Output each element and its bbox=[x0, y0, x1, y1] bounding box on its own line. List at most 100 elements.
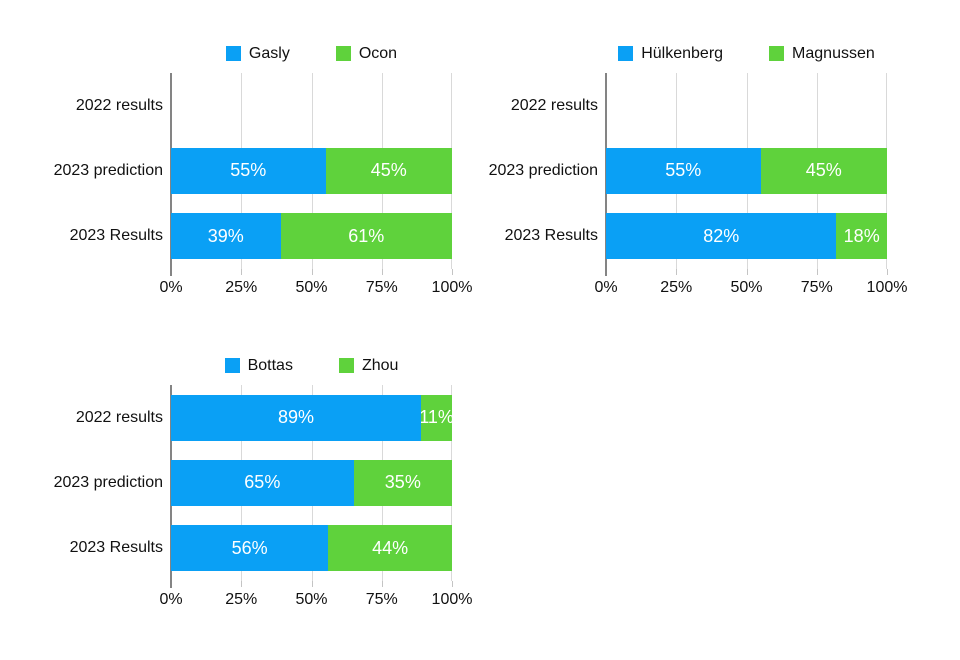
value-label: 82% bbox=[703, 225, 740, 246]
value-label: 45% bbox=[805, 160, 842, 181]
bar-segment-blue: 56% bbox=[171, 525, 329, 572]
category-label: 2023 Results bbox=[69, 227, 163, 245]
x-axis-labels: 0% 25% 50% 75% 100% bbox=[159, 591, 472, 609]
bar-segment-green: 35% bbox=[353, 459, 452, 506]
chart-gasly-ocon: Gasly Ocon 2022 results 2023 prediction … bbox=[43, 40, 473, 297]
legend-item: Magnussen bbox=[769, 46, 875, 62]
legend-item: Bottas bbox=[224, 357, 293, 374]
x-tick-label: 75% bbox=[800, 279, 833, 296]
bar-segment-green: 61% bbox=[280, 213, 452, 260]
x-tick-label: 75% bbox=[365, 279, 398, 296]
value-label: 18% bbox=[843, 225, 880, 246]
axis-tick bbox=[311, 269, 313, 275]
bar-row bbox=[171, 73, 452, 138]
chart-legend: Hülkenberg Magnussen bbox=[606, 45, 887, 62]
axis-tick bbox=[676, 269, 678, 275]
bar-segment-blue: 89% bbox=[171, 394, 422, 441]
chart-bottas-zhou: Bottas Zhou 2022 results 2023 prediction… bbox=[43, 352, 473, 609]
value-label: 55% bbox=[230, 160, 267, 181]
axis-tick bbox=[311, 581, 313, 587]
category-axis: 2022 results 2023 prediction 2023 Result… bbox=[43, 73, 163, 269]
category-label: 2023 Results bbox=[504, 227, 598, 245]
legend-swatch-green bbox=[338, 358, 354, 373]
axis-tick bbox=[170, 269, 172, 276]
axis-tick bbox=[816, 269, 818, 275]
axis-tick bbox=[381, 581, 383, 587]
legend-item: Hülkenberg bbox=[618, 45, 724, 62]
value-label: 44% bbox=[372, 537, 409, 558]
bar-segment-green: 44% bbox=[328, 525, 452, 572]
x-axis-labels: 0% 25% 50% 75% 100% bbox=[159, 279, 472, 297]
axis-tick bbox=[241, 581, 243, 587]
bar-row: 39% 61% bbox=[171, 204, 452, 269]
axis-tick bbox=[241, 269, 243, 275]
bar-row: 65% 35% bbox=[171, 450, 452, 515]
legend-swatch-green bbox=[769, 46, 785, 61]
category-label: 2022 results bbox=[75, 96, 163, 114]
x-tick-label: 100% bbox=[866, 279, 908, 296]
bar-row bbox=[606, 73, 887, 138]
axis-tick bbox=[605, 269, 607, 276]
bar-segment-blue: 55% bbox=[606, 147, 761, 194]
x-axis-labels: 0% 25% 50% 75% 100% bbox=[594, 279, 907, 297]
legend-swatch-blue bbox=[225, 46, 241, 61]
x-tick-label: 100% bbox=[431, 279, 473, 296]
x-tick-label: 75% bbox=[365, 591, 398, 608]
bar-segment-green: 18% bbox=[836, 213, 887, 260]
plot-area: 55% 45% 82% 18% 0% 25% 50% 75% 100% bbox=[594, 73, 907, 296]
category-label: 2023 prediction bbox=[53, 161, 163, 179]
x-tick-label: 25% bbox=[225, 591, 258, 608]
bar-segment-blue: 82% bbox=[606, 213, 837, 260]
category-label: 2023 Results bbox=[69, 539, 163, 557]
category-label: 2023 prediction bbox=[488, 161, 598, 179]
legend-item: Zhou bbox=[338, 357, 399, 374]
bar-segment-green: 11% bbox=[421, 394, 452, 441]
axis-tick bbox=[452, 581, 453, 587]
category-axis: 2022 results 2023 prediction 2023 Result… bbox=[43, 385, 163, 581]
legend-item: Ocon bbox=[335, 46, 397, 62]
legend-swatch-blue bbox=[618, 46, 634, 61]
x-tick-label: 50% bbox=[730, 279, 763, 296]
legend-swatch-blue bbox=[224, 358, 240, 373]
bar-row: 56% 44% bbox=[171, 516, 452, 581]
axis-tick bbox=[170, 581, 172, 588]
x-tick-label: 0% bbox=[594, 279, 618, 296]
chart-hulkenberg-magnussen: Hülkenberg Magnussen 2022 results 2023 p… bbox=[478, 40, 908, 297]
x-tick-label: 0% bbox=[159, 279, 183, 296]
value-label: 35% bbox=[384, 472, 421, 493]
bar-segment-green: 45% bbox=[325, 147, 452, 194]
legend-label: Hülkenberg bbox=[641, 45, 724, 62]
category-axis: 2022 results 2023 prediction 2023 Result… bbox=[478, 73, 598, 269]
bar-segment-blue: 65% bbox=[171, 459, 354, 506]
bar-row: 82% 18% bbox=[606, 204, 887, 269]
x-tick-label: 25% bbox=[660, 279, 693, 296]
bar-segment-green: 45% bbox=[760, 147, 887, 194]
value-label: 65% bbox=[244, 472, 281, 493]
x-tick-label: 25% bbox=[225, 279, 258, 296]
legend-label: Zhou bbox=[361, 357, 399, 374]
legend-label: Gasly bbox=[248, 45, 290, 62]
value-label: 45% bbox=[370, 160, 407, 181]
value-label: 56% bbox=[231, 537, 268, 558]
chart-legend: Gasly Ocon bbox=[171, 45, 452, 62]
legend-swatch-green bbox=[335, 46, 351, 61]
axis-tick bbox=[887, 269, 888, 275]
legend-label: Bottas bbox=[247, 357, 293, 374]
bar-row: 89% 11% bbox=[171, 385, 452, 450]
category-label: 2023 prediction bbox=[53, 473, 163, 491]
value-label: 11% bbox=[421, 407, 452, 428]
bar-row: 55% 45% bbox=[606, 138, 887, 203]
axis-tick bbox=[746, 269, 748, 275]
axis-tick bbox=[452, 269, 453, 275]
legend-item: Gasly bbox=[225, 45, 290, 62]
value-label: 89% bbox=[278, 407, 315, 428]
bar-segment-blue: 39% bbox=[171, 213, 281, 260]
bar-segment-blue: 55% bbox=[171, 147, 326, 194]
x-tick-label: 50% bbox=[295, 279, 328, 296]
value-label: 39% bbox=[207, 225, 244, 246]
x-tick-label: 50% bbox=[295, 591, 328, 608]
category-label: 2022 results bbox=[75, 408, 163, 426]
x-tick-label: 100% bbox=[431, 591, 473, 608]
axis-tick bbox=[381, 269, 383, 275]
plot-area: 55% 45% 39% 61% 0% 25% 50% 75% 100% bbox=[159, 73, 472, 296]
